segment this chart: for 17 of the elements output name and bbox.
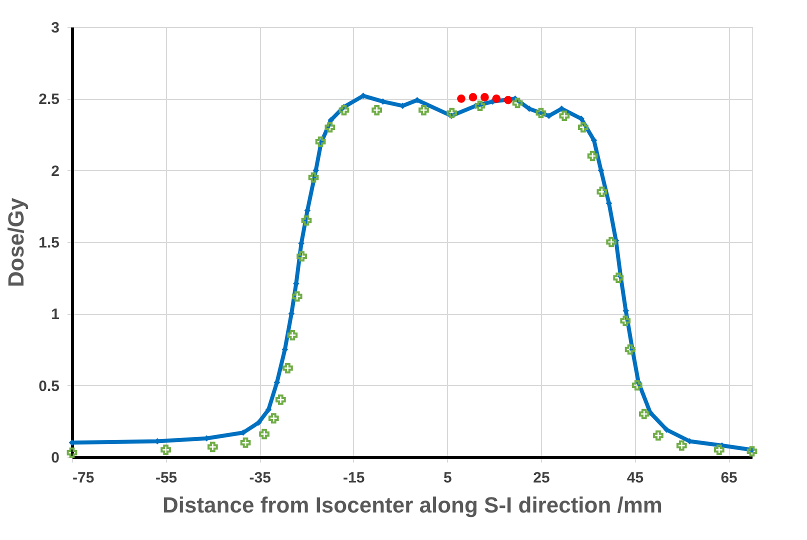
x-tick-label: -15 — [343, 470, 365, 486]
x-tick-label: 65 — [720, 470, 738, 486]
y-tick-label: 1 — [51, 306, 60, 324]
y-tick-label: 1.5 — [38, 234, 60, 252]
y-axis-title: Dose/Gy — [4, 197, 29, 288]
x-axis-title: Distance from Isocenter along S-I direction /mm — [162, 492, 662, 518]
x-tick-label: 25 — [533, 470, 550, 486]
x-tick-label: -55 — [155, 470, 178, 486]
x-tick-label: 5 — [444, 470, 452, 486]
y-tick-label: 0 — [51, 450, 60, 466]
x-tick-label: -35 — [249, 470, 271, 486]
x-tick-label: -75 — [72, 470, 94, 486]
y-tick-label: 0.5 — [38, 378, 60, 395]
y-tick-label: 3 — [51, 20, 60, 36]
x-tick-label: 45 — [626, 470, 644, 486]
y-tick-label: 2 — [51, 162, 60, 180]
y-tick-label: 2.5 — [38, 91, 60, 108]
